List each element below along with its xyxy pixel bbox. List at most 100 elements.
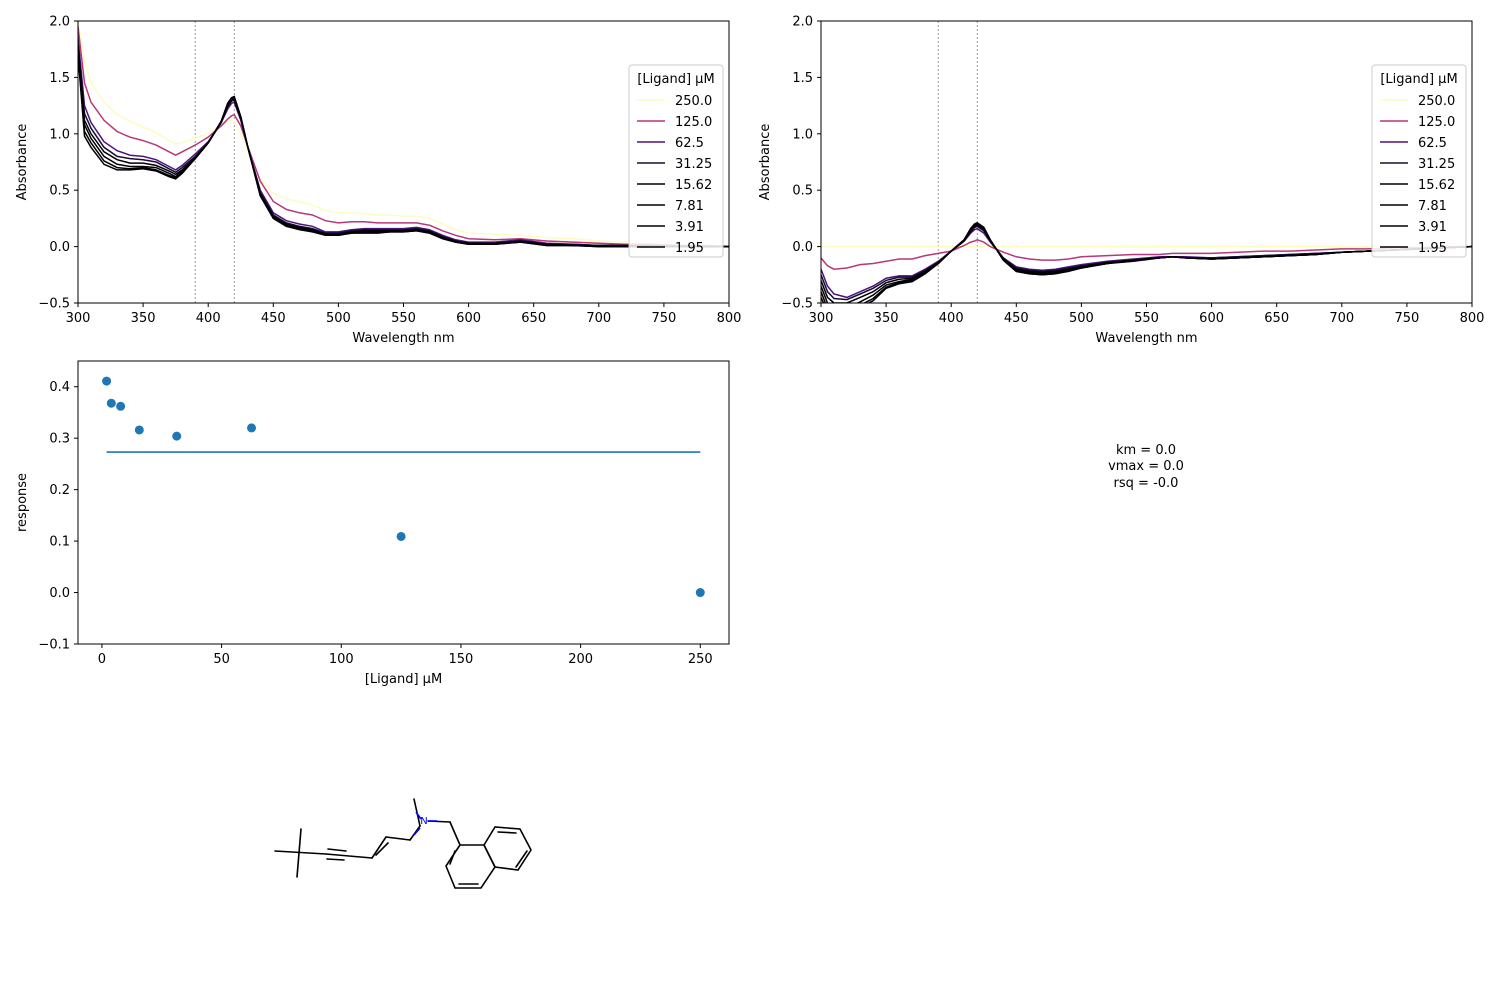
x-tick-label: 600 [1199, 311, 1224, 326]
data-point [116, 401, 126, 411]
x-tick-label: 800 [1460, 311, 1485, 326]
x-tick-label: 600 [456, 311, 481, 326]
rsq-text: rsq = -0.0 [1114, 476, 1179, 491]
legend-label-3.91: 3.91 [675, 220, 704, 235]
vmax-text: vmax = 0.0 [1108, 459, 1184, 474]
legend-label-1.95: 1.95 [1418, 241, 1447, 256]
bond [274, 850, 327, 855]
x-axis-label: Wavelength nm [352, 331, 454, 346]
x-tick-label: 400 [196, 311, 221, 326]
series-line-62.5 [78, 37, 729, 248]
x-tick-label: 700 [1329, 311, 1354, 326]
y-tick-label: 1.5 [792, 71, 813, 86]
legend-label-7.81: 7.81 [675, 199, 704, 214]
bond [515, 850, 528, 868]
legend-label-62.5: 62.5 [1418, 136, 1447, 151]
series-line-250.0 [78, 21, 729, 248]
bond [325, 853, 373, 859]
y-tick-label: 0.0 [49, 586, 70, 601]
bond [449, 821, 461, 846]
legend-title: [Ligand] µM [637, 72, 714, 87]
series-line-125.0 [78, 26, 729, 248]
y-axis-label: response [15, 473, 30, 532]
x-tick-label: 150 [449, 652, 474, 667]
raw-spectra-panel: 300 350 400 450 500 550 600 650 700 750 800 −0.5 0.0… [15, 15, 741, 347]
legend-label-7.81: 7.81 [1418, 199, 1447, 214]
x-tick-label: 300 [809, 311, 834, 326]
x-tick-label: 500 [326, 311, 351, 326]
x-tick-label: 650 [1264, 311, 1289, 326]
data-point [396, 531, 406, 541]
legend-label-31.25: 31.25 [1418, 157, 1455, 172]
series-line-1.95 [821, 222, 1472, 303]
legend-box [628, 64, 724, 258]
bond [375, 842, 389, 856]
km-text: km = 0.0 [1116, 443, 1176, 458]
x-tick-label: 750 [651, 311, 676, 326]
binding-response-panel: 0 50 100 150 200 250 −0.1 0.0 0.1 0.2 0.3 0.4 [Ligan… [15, 360, 730, 687]
y-tick-label: −0.1 [38, 638, 70, 653]
legend-label-15.62: 15.62 [1418, 178, 1455, 193]
legend-label-125.0: 125.0 [1418, 115, 1455, 130]
x-tick-label: 550 [391, 311, 416, 326]
x-tick-label: 800 [717, 311, 742, 326]
data-point [134, 425, 144, 435]
x-tick-label: 200 [568, 652, 593, 667]
data-point [247, 423, 257, 433]
y-tick-label: −0.5 [781, 297, 813, 312]
x-tick-label: 650 [521, 311, 546, 326]
x-tick-label: 450 [261, 311, 286, 326]
series-line-31.25 [821, 225, 1472, 301]
y-tick-label: 0.1 [49, 535, 70, 550]
legend-label-125.0: 125.0 [675, 115, 712, 130]
axes-frame [77, 360, 730, 645]
nitrogen-atom-label: N [420, 816, 427, 827]
x-tick-label: 300 [66, 311, 91, 326]
y-tick-label: 0.2 [49, 483, 70, 498]
y-tick-label: 0.3 [49, 432, 70, 447]
data-point [695, 588, 705, 598]
y-axis-label: Absorbance [15, 124, 30, 201]
series-line-125.0 [821, 238, 1472, 270]
x-tick-label: 450 [1004, 311, 1029, 326]
bond [385, 836, 411, 841]
ring-b [483, 826, 532, 871]
x-axis-label: [Ligand] µM [365, 672, 442, 687]
y-axis-label: Absorbance [758, 124, 773, 201]
x-axis-label: Wavelength nm [1095, 331, 1197, 346]
series-group [821, 222, 1472, 303]
y-tick-label: 0.5 [792, 184, 813, 199]
data-point [102, 376, 112, 386]
difference-spectra-panel: 300 350 400 450 500 550 600 650 700 750 800 −0.5 0.0… [758, 15, 1484, 347]
n-bond-segment [413, 827, 421, 836]
x-tick-label: 50 [213, 652, 230, 667]
legend-title: [Ligand] µM [1380, 72, 1457, 87]
legend-label-250.0: 250.0 [675, 94, 712, 109]
bond [326, 858, 345, 861]
legend-label-1.95: 1.95 [675, 241, 704, 256]
data-point [106, 398, 116, 408]
legend-label-250.0: 250.0 [1418, 94, 1455, 109]
molecule-bonds [274, 798, 532, 889]
x-tick-label: 250 [688, 652, 713, 667]
y-tick-label: 1.0 [792, 127, 813, 142]
series-line-1.95 [78, 54, 729, 248]
fit-summary: km = 0.0 vmax = 0.0 rsq = -0.0 [1108, 443, 1184, 491]
y-tick-label: 0.0 [49, 240, 70, 255]
legend-box [1371, 64, 1467, 258]
y-tick-label: −0.5 [38, 297, 70, 312]
x-tick-label: 500 [1069, 311, 1094, 326]
bond [497, 831, 517, 834]
y-tick-label: 2.0 [49, 15, 70, 30]
series-group [78, 21, 729, 248]
x-tick-label: 550 [1134, 311, 1159, 326]
x-tick-label: 100 [329, 652, 354, 667]
legend-label-62.5: 62.5 [675, 136, 704, 151]
x-tick-label: 750 [1394, 311, 1419, 326]
n-bond-segment [415, 811, 422, 820]
y-tick-label: 0.5 [49, 184, 70, 199]
x-tick-label: 0 [98, 652, 106, 667]
legend-label-15.62: 15.62 [675, 178, 712, 193]
x-tick-label: 700 [586, 311, 611, 326]
